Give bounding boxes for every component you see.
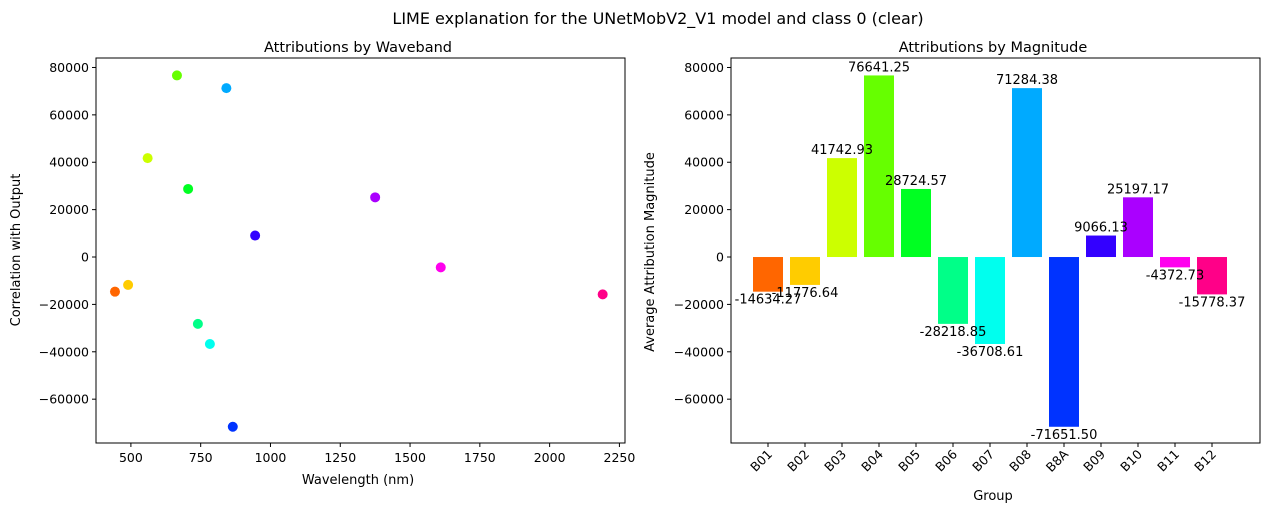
scatter-x-tick-label: 1250 xyxy=(324,450,356,465)
bar-b03 xyxy=(827,158,857,258)
bar-y-tick-label: −60000 xyxy=(674,392,724,407)
bar-b01 xyxy=(753,257,783,292)
bar-y-tick-label: 0 xyxy=(716,250,724,265)
bar-value-label: -71651.50 xyxy=(1031,428,1098,443)
bar-value-label: -28218.85 xyxy=(920,325,987,340)
scatter-y-tick-label: −20000 xyxy=(39,297,89,312)
bar-plot-frame xyxy=(730,57,1261,444)
scatter-plot-frame xyxy=(95,57,626,444)
scatter-y-axis-label: Correlation with Output xyxy=(9,174,24,327)
scatter-point-b10 xyxy=(370,192,381,203)
bar-value-label: 41742.93 xyxy=(811,143,873,158)
scatter-point-b04 xyxy=(171,70,182,81)
bar-y-tick-label: 60000 xyxy=(684,107,724,122)
bar-b04 xyxy=(864,75,894,258)
scatter-y-tick-label: 80000 xyxy=(49,60,89,75)
scatter-point-b8a xyxy=(227,421,238,432)
scatter-x-tick-label: 1000 xyxy=(255,450,287,465)
bar-y-tick-label: −20000 xyxy=(674,297,724,312)
bar-value-label: -11776.64 xyxy=(772,286,839,301)
bar-b11 xyxy=(1160,257,1190,268)
scatter-y-tick-label: 0 xyxy=(81,250,89,265)
scatter-point-b03 xyxy=(142,153,153,164)
scatter-point-b12 xyxy=(597,289,608,300)
scatter-x-tick-label: 2000 xyxy=(534,450,566,465)
bar-value-label: 9066.13 xyxy=(1074,221,1128,236)
bar-b10 xyxy=(1123,197,1153,258)
bar-value-label: 28724.57 xyxy=(885,174,947,189)
bar-value-label: -15778.37 xyxy=(1179,295,1246,310)
bar-value-label: -36708.61 xyxy=(957,345,1024,360)
bar-category-label: B12 xyxy=(1191,447,1219,475)
bar-category-label: B09 xyxy=(1080,446,1108,474)
bar-title: Attributions by Magnitude xyxy=(899,40,1088,56)
scatter-point-b02 xyxy=(123,279,134,290)
bar-b07 xyxy=(975,257,1005,344)
bar-b02 xyxy=(790,257,820,285)
bar-b06 xyxy=(938,257,968,324)
bar-value-label: 25197.17 xyxy=(1107,182,1169,197)
scatter-title: Attributions by Waveband xyxy=(264,40,452,56)
scatter-point-b01 xyxy=(109,286,120,297)
bar-y-tick-label: 40000 xyxy=(684,155,724,170)
bar-category-label: B05 xyxy=(895,447,923,475)
bar-y-axis-label: Average Attribution Magnitude xyxy=(643,152,658,352)
bar-category-label: B07 xyxy=(969,447,997,475)
scatter-y-tick-label: 60000 xyxy=(49,107,89,122)
scatter-x-tick-label: 500 xyxy=(119,450,143,465)
bar-category-label: B10 xyxy=(1117,446,1145,474)
scatter-x-tick-label: 1750 xyxy=(464,450,496,465)
scatter-point-b09 xyxy=(250,230,261,241)
bar-value-label: 71284.38 xyxy=(996,73,1058,88)
scatter-y-tick-label: −40000 xyxy=(39,344,89,359)
bar-b8a xyxy=(1049,257,1079,427)
scatter-point-b07 xyxy=(204,338,215,349)
bar-b05 xyxy=(901,188,931,258)
bar-category-label: B8A xyxy=(1043,446,1072,475)
bar-category-label: B06 xyxy=(932,446,960,474)
bar-category-label: B01 xyxy=(747,447,775,475)
bar-category-label: B02 xyxy=(784,447,812,475)
scatter-y-tick-label: 20000 xyxy=(49,202,89,217)
scatter-x-axis-label: Wavelength (nm) xyxy=(302,473,414,488)
bar-y-tick-label: −40000 xyxy=(674,344,724,359)
bar-y-tick-label: 80000 xyxy=(684,60,724,75)
bar-b12 xyxy=(1197,257,1227,295)
bar-value-label: -14634.27 xyxy=(735,293,802,308)
scatter-point-b06 xyxy=(192,318,203,329)
scatter-point-b05 xyxy=(183,183,194,194)
scatter-y-tick-label: 40000 xyxy=(49,155,89,170)
bar-category-label: B04 xyxy=(858,446,886,474)
bar-y-tick-label: 20000 xyxy=(684,202,724,217)
bar-b09 xyxy=(1086,235,1116,258)
waveband-scatter-chart: Attributions by Waveband −60000 −40000 −20… xyxy=(9,40,635,488)
bar-value-label: 76641.25 xyxy=(848,60,910,75)
bar-category-label: B11 xyxy=(1154,447,1182,475)
scatter-x-tick-label: 750 xyxy=(189,450,213,465)
scatter-point-b08 xyxy=(221,83,232,94)
bar-category-label: B03 xyxy=(821,447,849,475)
bar-category-label: B08 xyxy=(1006,446,1034,474)
bar-x-axis-label: Group xyxy=(973,489,1013,504)
magnitude-bar-chart: Attributions by Magnitude −60000 −40000 −2… xyxy=(643,40,1261,504)
bar-value-label: -4372.73 xyxy=(1146,268,1204,283)
bar-b08 xyxy=(1012,88,1042,258)
scatter-x-tick-label: 1500 xyxy=(394,450,426,465)
scatter-point-b11 xyxy=(435,262,446,273)
figure-suptitle: LIME explanation for the UNetMobV2_V1 mo… xyxy=(392,9,923,29)
scatter-x-tick-label: 2250 xyxy=(604,450,636,465)
scatter-y-tick-label: −60000 xyxy=(39,392,89,407)
